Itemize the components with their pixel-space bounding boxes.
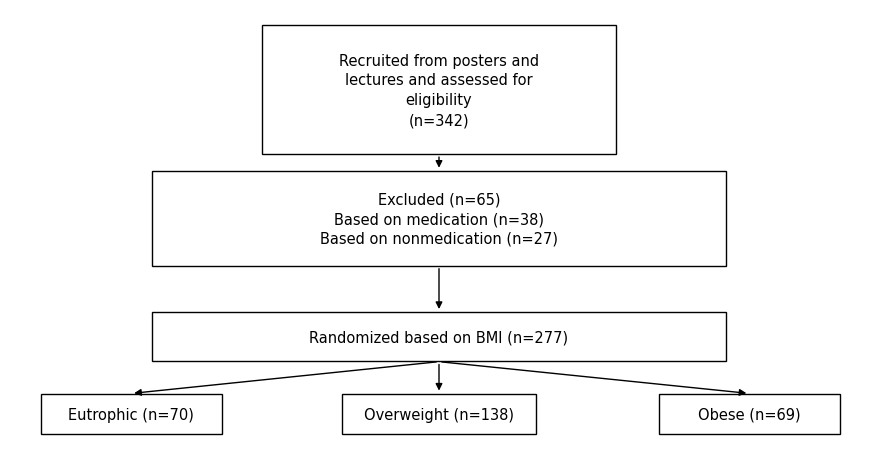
FancyBboxPatch shape	[153, 172, 724, 266]
Text: Randomized based on BMI (n=277): Randomized based on BMI (n=277)	[309, 330, 568, 345]
Text: Excluded (n=65)
Based on medication (n=38)
Based on nonmedication (n=27): Excluded (n=65) Based on medication (n=3…	[319, 192, 558, 246]
FancyBboxPatch shape	[658, 394, 838, 434]
Text: Overweight (n=138): Overweight (n=138)	[364, 407, 513, 422]
Text: Obese (n=69): Obese (n=69)	[697, 407, 800, 422]
Text: Recruited from posters and
lectures and assessed for
eligibility
(n=342): Recruited from posters and lectures and …	[339, 54, 538, 128]
FancyBboxPatch shape	[153, 313, 724, 362]
FancyBboxPatch shape	[342, 394, 535, 434]
Text: Eutrophic (n=70): Eutrophic (n=70)	[68, 407, 194, 422]
FancyBboxPatch shape	[261, 26, 616, 155]
FancyBboxPatch shape	[40, 394, 222, 434]
